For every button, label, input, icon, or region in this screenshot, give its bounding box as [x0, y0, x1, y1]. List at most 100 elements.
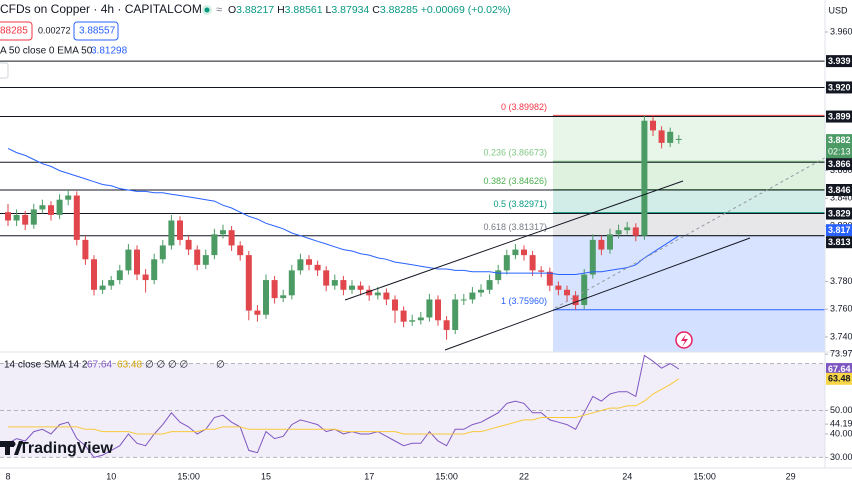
candle-body — [667, 131, 674, 143]
candle-body — [22, 214, 29, 225]
fib-zone — [553, 115, 825, 162]
candle-body — [211, 234, 218, 256]
candle-body — [529, 255, 536, 271]
price-tag — [826, 236, 852, 249]
price-tag-label: 3.817 — [828, 225, 851, 235]
drawings — [344, 154, 831, 351]
price-tag-label: 3.939 — [828, 56, 851, 66]
sell-button[interactable] — [0, 21, 33, 41]
candle-body — [30, 209, 37, 225]
candle-body — [632, 227, 639, 236]
price-tag — [826, 55, 852, 68]
candle-body — [314, 264, 321, 271]
candle-body — [564, 289, 570, 296]
ohlc-value: 3.87934 — [331, 4, 369, 16]
fib-zone — [553, 189, 825, 213]
ohlc-value: 3.88217 — [236, 4, 274, 16]
candle-body — [349, 285, 355, 290]
buy-button[interactable] — [73, 21, 119, 41]
candle-body — [125, 249, 132, 271]
x-tick-label: 8 — [5, 471, 10, 481]
price-tag — [826, 158, 852, 171]
x-tick-label: 15:00 — [177, 471, 200, 481]
logo-mark — [5, 441, 10, 455]
ohlc: O3.88217 H3.88561 L3.87934 C3.88285 +0.0… — [228, 4, 511, 16]
candle-body — [581, 274, 588, 306]
price-tag-label: 3.920 — [828, 82, 851, 92]
price-tag-label: 3.846 — [828, 185, 851, 195]
price-tag-label: 3.899 — [828, 111, 851, 121]
logo-text: TradingView — [19, 440, 114, 457]
rsi-legend-value: 67.64 — [87, 360, 112, 371]
candle-body — [134, 249, 140, 275]
candle-body — [323, 270, 330, 286]
candle-body — [228, 230, 235, 246]
currency: USD — [828, 5, 848, 15]
ema-legend-value: 3.81298 — [91, 46, 128, 57]
legend: CFDs on Copper · 4h · CAPITALCOM ≈ O3.88… — [0, 2, 848, 457]
candle-body — [615, 230, 622, 235]
y-tick-label: 3.740 — [830, 331, 852, 341]
indicator-tag-label: 63.48 — [828, 374, 851, 384]
fib-label: 0.618 (3.81317) — [483, 222, 547, 232]
candle-body — [435, 299, 441, 321]
candle-body — [452, 299, 459, 330]
x-tick-label: 15:00 — [435, 471, 458, 481]
status-icon: ≈ — [216, 4, 222, 16]
rsi-line — [8, 378, 680, 435]
candle-body — [13, 214, 20, 221]
candle-body — [469, 292, 476, 300]
candle-body — [65, 195, 72, 200]
candle-body — [675, 138, 682, 140]
y-tick-label: 3.780 — [830, 276, 852, 286]
candle-body — [607, 234, 613, 250]
sell-price: 88285 — [0, 26, 28, 37]
indicator-tag-label: 67.64 — [828, 364, 851, 374]
channel-line — [444, 237, 751, 351]
candle-body — [142, 274, 149, 281]
candle-body — [56, 199, 63, 215]
sma-legend-value: 63.48 — [117, 360, 142, 371]
price-tag — [826, 183, 852, 196]
candle-body — [237, 245, 244, 256]
candle-body — [555, 285, 562, 290]
candle-body — [546, 271, 553, 286]
price-tag — [826, 224, 852, 237]
candle-body — [151, 259, 158, 281]
candle-body — [108, 280, 115, 286]
fib-zone — [553, 212, 825, 236]
axes: 81015:00151715:00222415:00293.9603.8603.… — [5, 26, 852, 481]
candle-body — [538, 270, 545, 272]
fib-label: 0.382 (3.84626) — [483, 176, 547, 186]
candle-body — [73, 195, 80, 240]
channel-line — [344, 180, 684, 301]
candle-body — [357, 285, 364, 290]
x-tick-label: 17 — [364, 471, 374, 481]
price-tag — [826, 81, 852, 94]
candle-body — [39, 205, 46, 210]
candle-body — [495, 270, 502, 281]
candle-body — [443, 320, 450, 330]
price-tag-countdown: 02:13 — [828, 146, 851, 156]
status-dot — [204, 7, 210, 13]
candle-body — [512, 249, 519, 256]
x-tick-label: 15 — [261, 471, 271, 481]
buy-price: 3.88557 — [79, 26, 116, 37]
fib-label: 0.5 (3.82971) — [493, 199, 547, 209]
candle-body — [478, 289, 484, 293]
candle-body — [271, 280, 278, 299]
logo-mark — [10, 441, 16, 447]
fib-zone — [553, 235, 825, 310]
candle-body — [598, 239, 605, 250]
rsi-legend: 14 close SMA 14 2 — [4, 360, 88, 371]
candle-body — [641, 120, 648, 236]
indicator-tag — [826, 363, 852, 376]
rsi-pane — [0, 354, 825, 458]
ohlc-key: O — [228, 4, 236, 16]
candle-body — [658, 130, 665, 143]
collapse-button[interactable] — [0, 62, 9, 79]
candle-body — [280, 295, 287, 299]
